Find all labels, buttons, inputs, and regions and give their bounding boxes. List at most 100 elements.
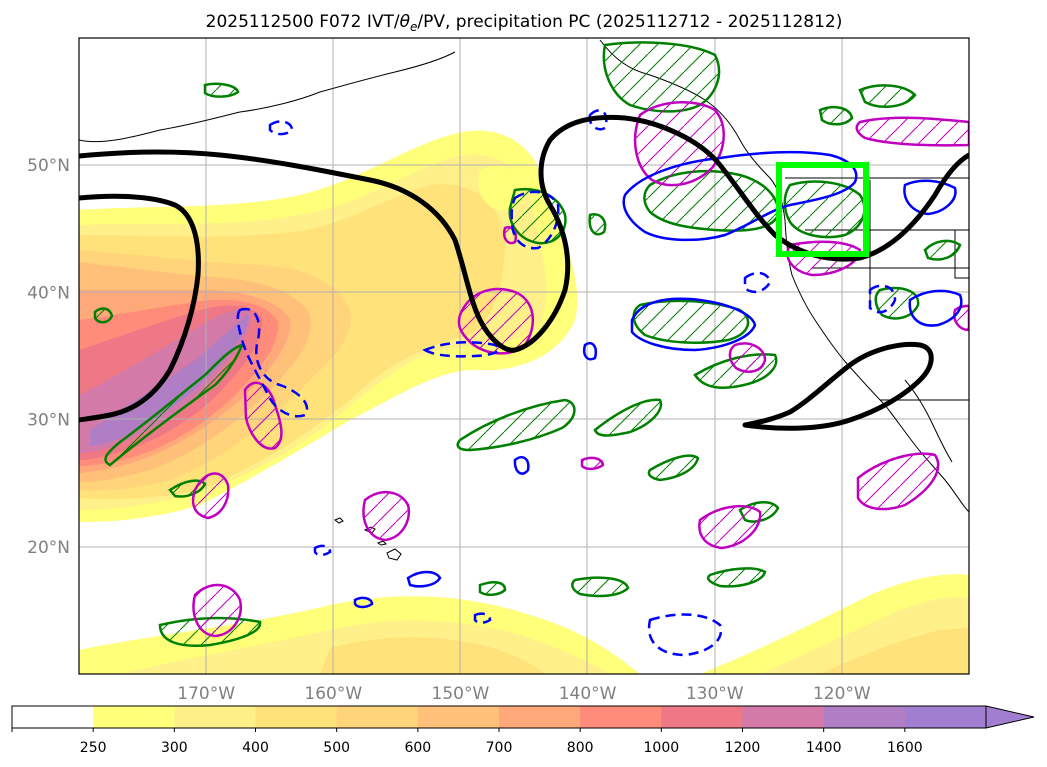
colorbar-tick-label: 1400 <box>806 740 842 756</box>
colorbar-tick-label: 500 <box>323 740 350 756</box>
ivt-se-400 <box>820 628 969 674</box>
colorbar-swatch <box>174 706 256 728</box>
colorbar-swatch <box>499 706 581 728</box>
colorbar-swatch <box>417 706 500 728</box>
blue-dashed-east-2 <box>743 271 772 294</box>
blue-dashed-south-1 <box>647 613 723 657</box>
pv-contour-southeast <box>742 341 934 431</box>
coastline-baja <box>904 379 953 463</box>
colorbar-swatch <box>580 706 662 728</box>
x-tick-label: 150°W <box>432 684 490 704</box>
map-frame <box>78 37 970 675</box>
hawaii-island-1 <box>333 517 344 524</box>
blue-contour-small-3 <box>353 596 374 609</box>
colorbar-swatch <box>823 706 906 728</box>
map-panel <box>79 38 969 674</box>
colorbar-swatch <box>904 706 987 728</box>
hawaii-island-3 <box>376 540 388 546</box>
green-contour-small-1 <box>203 82 240 98</box>
magenta-contour-small <box>580 456 605 471</box>
blue-solid-contours <box>353 150 963 609</box>
x-tick-label: 170°W <box>177 684 235 704</box>
pv-contour-west <box>79 193 201 423</box>
green-contour-small-4 <box>588 213 607 236</box>
title-theta-sub: e <box>410 20 417 34</box>
green-contour-south-7 <box>647 454 700 482</box>
y-tick-label: 50°N <box>27 156 70 176</box>
green-contour-south-1 <box>456 398 576 452</box>
green-contour-small-6 <box>818 106 854 126</box>
ivt-level-1400 <box>90 314 249 446</box>
blue-contour-east-2 <box>903 179 957 216</box>
green-contour-south-5 <box>571 576 630 598</box>
colorbar-tick-label: 1600 <box>887 740 923 756</box>
colorbar-tick-label: 1000 <box>644 740 680 756</box>
blue-dashed-contours <box>236 109 897 657</box>
title-pre: 2025112500 F072 IVT/ <box>206 12 400 32</box>
blue-contour-small-2 <box>583 342 597 361</box>
green-contour-small-5 <box>858 84 917 108</box>
colorbar-swatch <box>255 706 338 728</box>
blue-dashed-small-1 <box>313 544 332 557</box>
chart-title: 2025112500 F072 IVT/θe/PV, precipitation… <box>206 12 843 34</box>
magenta-contour-south <box>192 583 243 638</box>
colorbar-tick-label: 600 <box>404 740 431 756</box>
blue-contour-small-1 <box>513 456 530 475</box>
green-contour-south-2 <box>593 398 663 437</box>
colorbar-tick-label: 1200 <box>725 740 761 756</box>
magenta-hatched-contours <box>191 101 969 638</box>
colorbar-swatch <box>12 706 94 728</box>
colorbar: 250 300 400 500 600 700 800 1000 1200 1400 1600 <box>11 705 1035 756</box>
y-tick-label: 30°N <box>27 411 70 431</box>
x-tick-label: 130°W <box>686 684 744 704</box>
colorbar-swatches <box>12 706 987 728</box>
magenta-contour-hawaii <box>362 491 411 542</box>
magenta-contour-se <box>856 452 940 511</box>
blue-dashed-east <box>868 284 897 314</box>
x-tick-labels: 170°W 160°W 150°W 140°W 130°W 120°W <box>177 684 871 704</box>
title-theta: θ <box>400 12 411 32</box>
y-tick-label: 40°N <box>27 283 70 303</box>
colorbar-extend-arrow <box>985 705 1035 729</box>
colorbar-swatch <box>661 706 743 728</box>
green-contour-small-7 <box>923 239 962 261</box>
colorbar-swatch <box>336 706 419 728</box>
title-post: /PV, precipitation PC (2025112712 - 2025… <box>417 12 842 32</box>
blue-contour-south <box>406 570 442 588</box>
hawaii-island-4 <box>386 548 402 561</box>
blue-dashed-small-2 <box>473 612 492 624</box>
green-contour-ar <box>104 343 245 467</box>
green-contour-south-6 <box>706 567 767 588</box>
colorbar-tick-label: 400 <box>242 740 269 756</box>
colorbar-tick-label: 800 <box>567 740 594 756</box>
colorbar-tick-label: 300 <box>161 740 188 756</box>
blue-contour-east <box>908 289 963 327</box>
blue-dashed-north <box>510 190 560 250</box>
x-tick-label: 140°W <box>559 684 617 704</box>
x-tick-label: 120°W <box>813 684 871 704</box>
ivt-south-400 <box>320 637 545 674</box>
y-tick-labels: 50°N 40°N 30°N 20°N <box>27 156 70 558</box>
magenta-contour-west <box>191 472 230 520</box>
green-contour-washington <box>783 180 866 239</box>
blue-contour-central <box>630 297 757 352</box>
green-contour-central <box>632 299 750 344</box>
colorbar-tick-label: 250 <box>80 740 107 756</box>
magenta-contour-northeast <box>855 116 969 147</box>
coastline-alaska <box>79 51 456 143</box>
x-tick-label: 160°W <box>304 684 362 704</box>
blue-contour-bc <box>622 150 858 242</box>
blue-dashed-small-3 <box>588 109 608 131</box>
ivt-south-band <box>79 596 640 674</box>
y-tick-label: 20°N <box>27 538 70 558</box>
colorbar-tick-labels: 250 300 400 500 600 700 800 1000 1200 1400 1600 <box>11 728 923 756</box>
green-contour-small-2 <box>93 307 114 324</box>
blue-dashed-west-low <box>422 341 501 358</box>
ivt-southeast-plume <box>700 574 969 674</box>
region-box <box>776 162 869 257</box>
colorbar-swatch <box>742 706 825 728</box>
magenta-contour-east-mid <box>728 342 767 373</box>
colorbar-tick-label: 700 <box>486 740 513 756</box>
green-contour-south-9 <box>478 581 507 596</box>
